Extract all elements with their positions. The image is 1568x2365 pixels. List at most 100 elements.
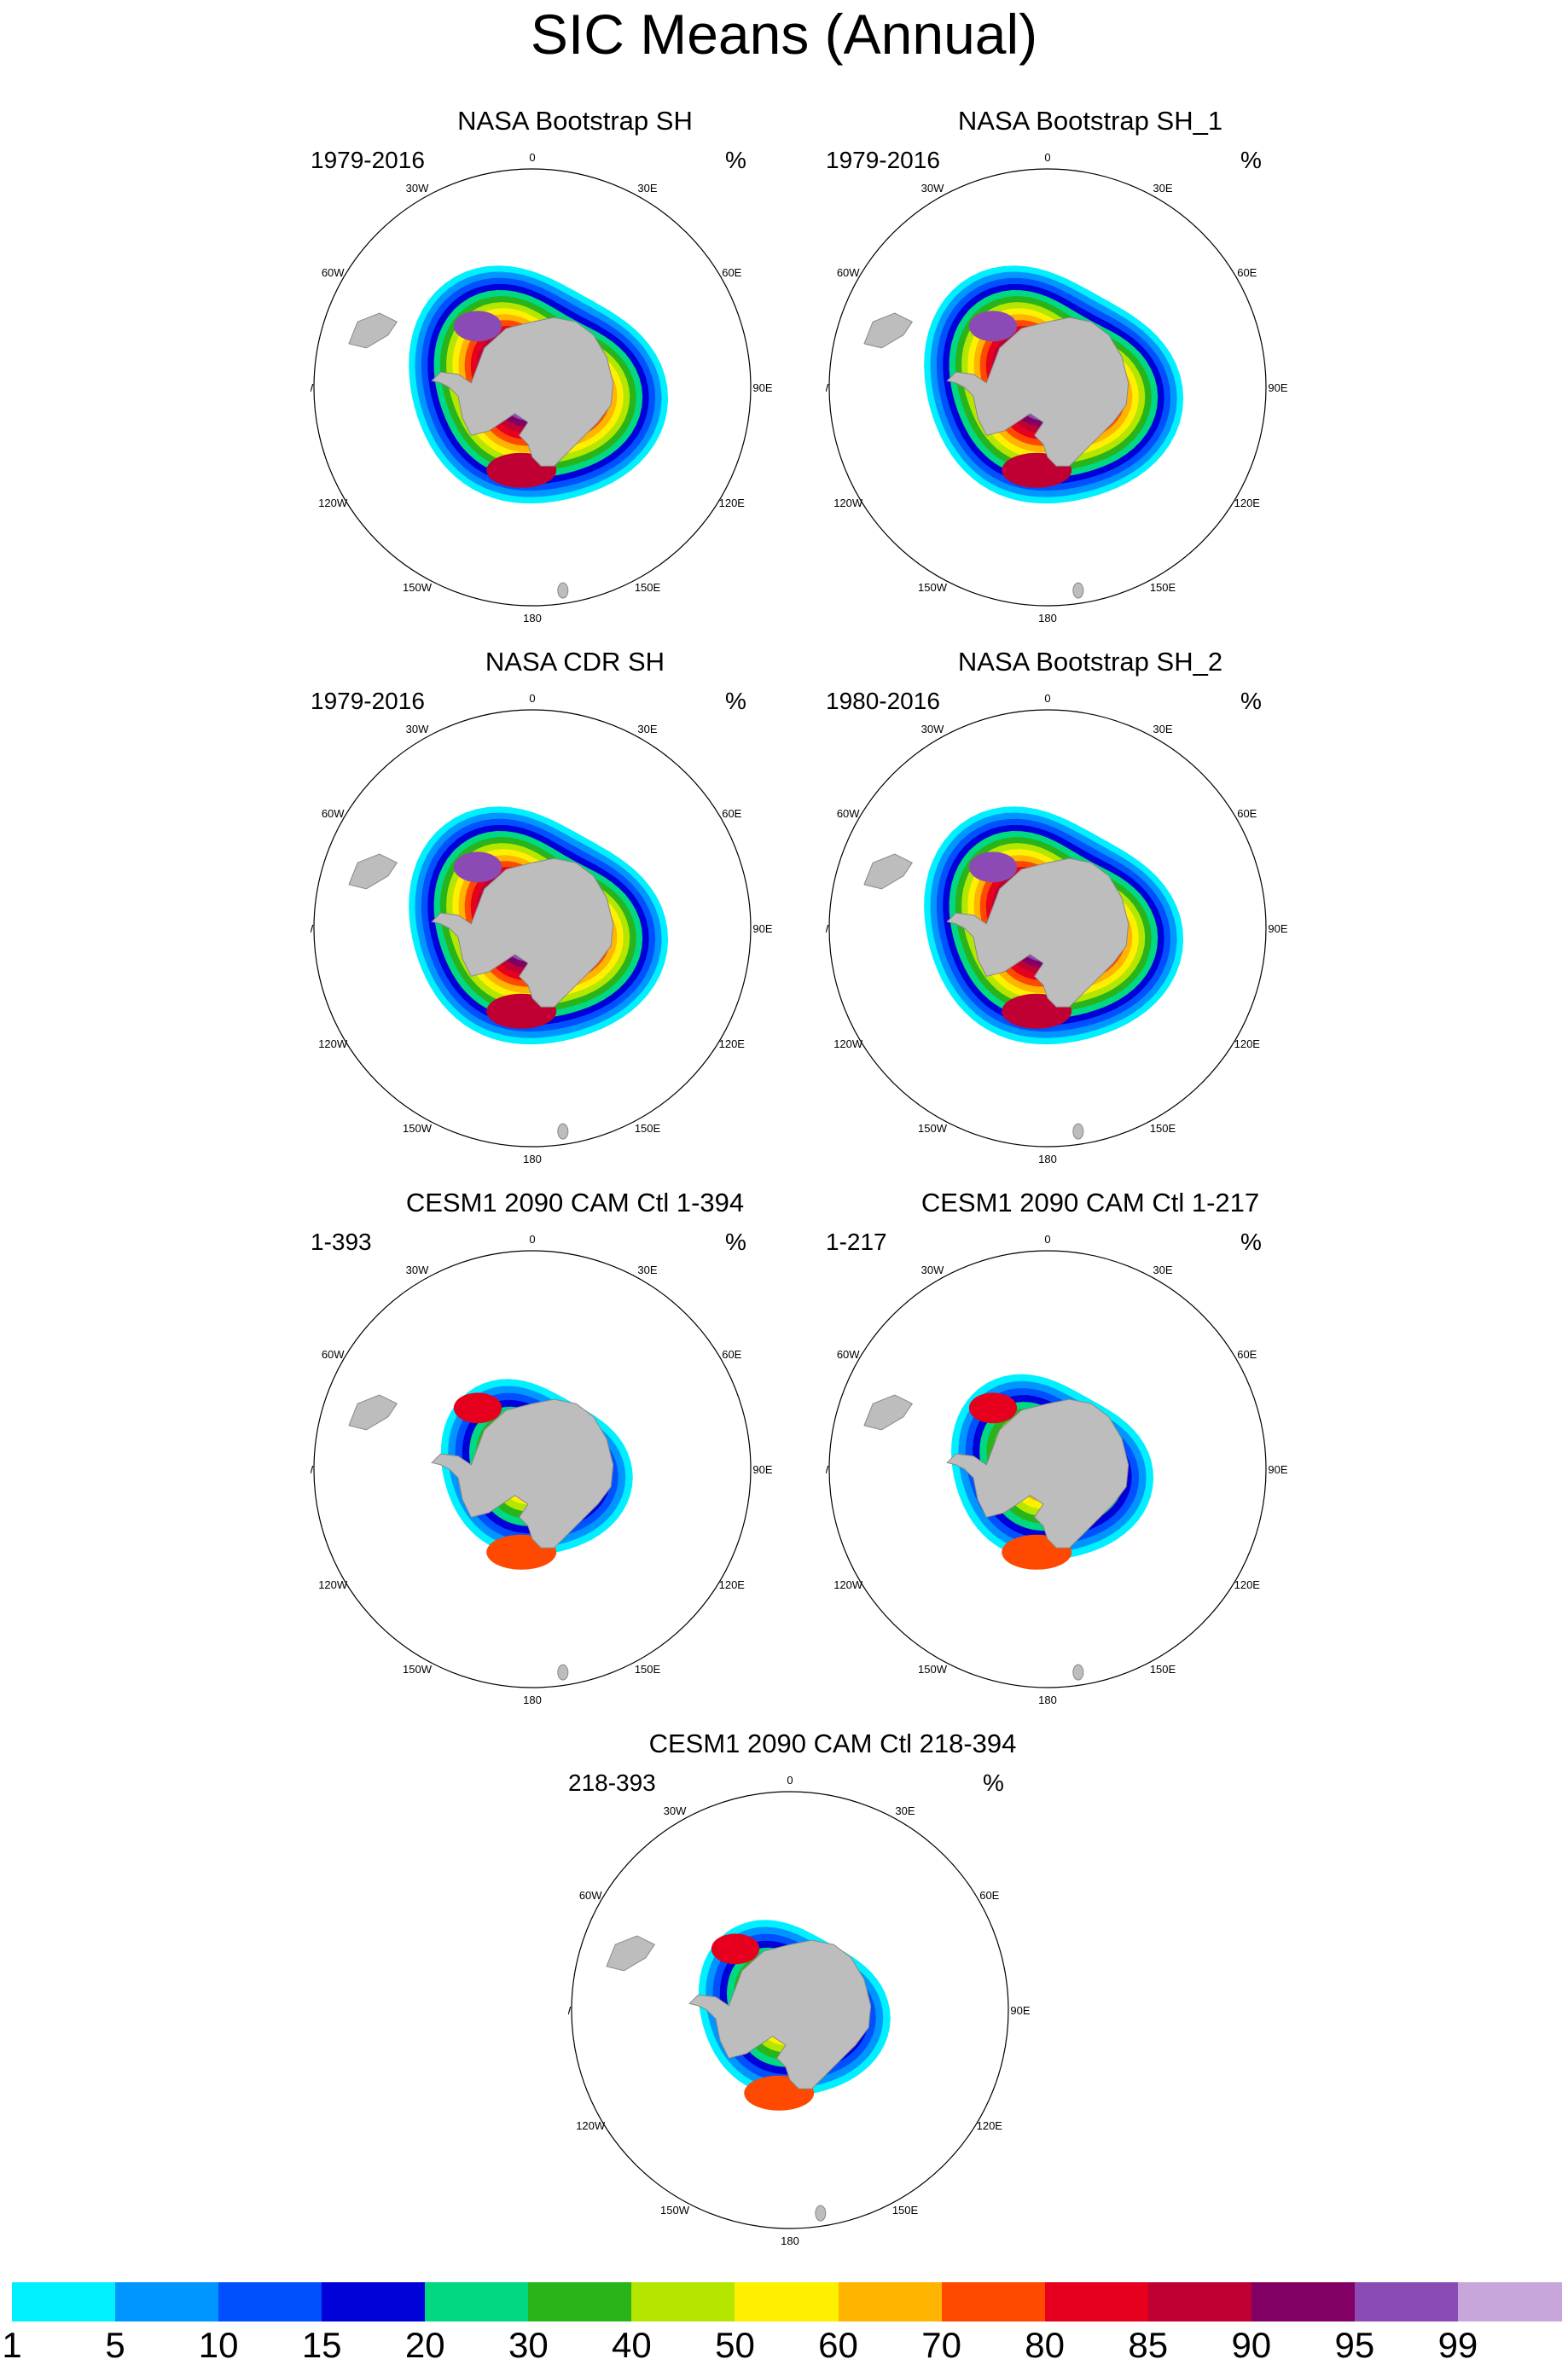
longitude-label: 30E <box>637 1264 657 1276</box>
units-label: % <box>983 1769 1004 1796</box>
map-panel: 0 30E 60E 90E 120E 150E 180 150W 120W 90W 60W 30W N… <box>826 106 1423 652</box>
longitude-label: 150E <box>635 1122 661 1135</box>
longitude-label: 120E <box>719 1578 746 1591</box>
map-panel: 0 30E 60E 90E 120E 150E 180 150W 120W 90W 60W 30W N… <box>311 106 908 652</box>
weddell-ice-patch <box>968 1392 1018 1424</box>
longitude-label: 120W <box>833 1578 863 1591</box>
weddell-ice-patch <box>711 1933 760 1965</box>
colorbar-swatch <box>1251 2282 1356 2321</box>
longitude-label: 150E <box>892 2204 919 2217</box>
longitude-label: 150W <box>403 581 433 594</box>
units-label: % <box>1240 147 1262 173</box>
longitude-label: 90W <box>826 381 829 394</box>
weddell-ice-patch <box>453 1392 502 1424</box>
south-america-land <box>348 312 398 349</box>
longitude-label: 90E <box>1268 922 1287 935</box>
polar-map: 0 30E 60E 90E 120E 150E 180 150W 120W 90W 60W 30W <box>826 1233 1288 1706</box>
colorbar-label: 15 <box>301 2325 342 2365</box>
colorbar-label: 85 <box>1128 2325 1169 2365</box>
antarctica-landmass <box>431 317 614 467</box>
colorbar-label: 80 <box>1025 2325 1066 2365</box>
new-zealand-land <box>1072 1664 1084 1681</box>
colorbar-swatch <box>1457 2282 1562 2321</box>
longitude-label: 60W <box>322 807 345 820</box>
longitude-label: 120W <box>318 497 348 509</box>
colorbar-swatch <box>1354 2282 1459 2321</box>
south-america-land <box>863 312 914 349</box>
units-label: % <box>725 147 746 173</box>
longitude-label: 150E <box>1150 1122 1176 1135</box>
new-zealand-land <box>1072 582 1084 599</box>
longitude-label: 0 <box>529 692 535 705</box>
weddell-ice-patch <box>968 851 1018 883</box>
map-panel: 0 30E 60E 90E 120E 150E 180 150W 120W 90W 60W 30W C… <box>311 1188 908 1734</box>
longitude-label: 90W <box>311 1463 314 1476</box>
colorbar: 1 5 10 15 20 30 40 50 60 70 80 85 90 95 99 <box>2 2282 1562 2365</box>
period-label: 1979-2016 <box>826 147 940 173</box>
longitude-label: 60E <box>1237 1348 1257 1361</box>
new-zealand-land <box>557 582 569 599</box>
longitude-label: 150W <box>918 1663 948 1676</box>
longitude-label: 90W <box>311 922 314 935</box>
longitude-label: 90E <box>752 922 772 935</box>
period-label: 1-217 <box>826 1229 887 1255</box>
panel-title: NASA Bootstrap SH <box>457 106 693 136</box>
longitude-label: 30W <box>921 1264 944 1276</box>
longitude-label: 60W <box>322 266 345 279</box>
longitude-label: 90E <box>1268 381 1287 394</box>
longitude-label: 60W <box>579 1889 602 1902</box>
figure-title: SIC Means (Annual) <box>530 3 1038 66</box>
longitude-label: 90E <box>1010 2004 1030 2017</box>
longitude-label: 30E <box>1153 182 1172 195</box>
colorbar-swatch <box>528 2282 633 2321</box>
longitude-label: 60E <box>722 807 741 820</box>
longitude-label: 180 <box>523 612 542 625</box>
new-zealand-land <box>815 2205 827 2222</box>
colorbar-swatch <box>631 2282 736 2321</box>
colorbar-swatch <box>735 2282 839 2321</box>
colorbar-swatch <box>12 2282 116 2321</box>
panel-title: CESM1 2090 CAM Ctl 1-217 <box>920 1188 1260 1217</box>
colorbar-swatch <box>1044 2282 1149 2321</box>
period-label: 218-393 <box>568 1769 656 1796</box>
longitude-label: 60W <box>837 1348 860 1361</box>
colorbar-swatch <box>218 2282 323 2321</box>
longitude-label: 120W <box>833 497 863 509</box>
colorbar-swatch <box>941 2282 1046 2321</box>
longitude-label: 60W <box>322 1348 345 1361</box>
longitude-label: 0 <box>529 151 535 164</box>
colorbar-label: 60 <box>818 2325 858 2365</box>
longitude-label: 0 <box>1044 151 1050 164</box>
colorbar-label: 10 <box>198 2325 239 2365</box>
longitude-label: 90W <box>826 922 829 935</box>
south-america-land <box>348 853 398 890</box>
longitude-label: 150W <box>403 1663 433 1676</box>
polar-map: 0 30E 60E 90E 120E 150E 180 150W 120W 90W 60W 30W <box>311 692 773 1165</box>
colorbar-label: 70 <box>921 2325 961 2365</box>
weddell-ice-patch <box>453 311 502 342</box>
longitude-label: 30W <box>406 182 429 195</box>
units-label: % <box>1240 1229 1262 1255</box>
longitude-label: 60E <box>722 1348 741 1361</box>
longitude-label: 30E <box>637 182 657 195</box>
colorbar-label: 99 <box>1437 2325 1478 2365</box>
longitude-label: 30W <box>921 723 944 735</box>
longitude-label: 120W <box>318 1037 348 1050</box>
longitude-label: 0 <box>1044 692 1050 705</box>
longitude-label: 120E <box>1234 1578 1261 1591</box>
map-panel: 0 30E 60E 90E 120E 150E 180 150W 120W 90W 60W 30W C… <box>568 1729 1165 2275</box>
colorbar-label: 5 <box>105 2325 125 2365</box>
longitude-label: 120E <box>1234 497 1261 509</box>
longitude-label: 30E <box>1153 1264 1172 1276</box>
colorbar-swatch <box>322 2282 427 2321</box>
weddell-ice-patch <box>968 311 1018 342</box>
south-america-land <box>348 1394 398 1431</box>
panel-title: CESM1 2090 CAM Ctl 1-394 <box>405 1188 745 1217</box>
panel-title: CESM1 2090 CAM Ctl 218-394 <box>648 1729 1017 1758</box>
longitude-label: 90W <box>568 2004 572 2017</box>
antarctica-landmass <box>688 1939 872 2089</box>
antarctica-landmass <box>431 1398 614 1549</box>
longitude-label: 180 <box>523 1153 542 1165</box>
longitude-label: 60E <box>1237 266 1257 279</box>
colorbar-swatch <box>838 2282 943 2321</box>
